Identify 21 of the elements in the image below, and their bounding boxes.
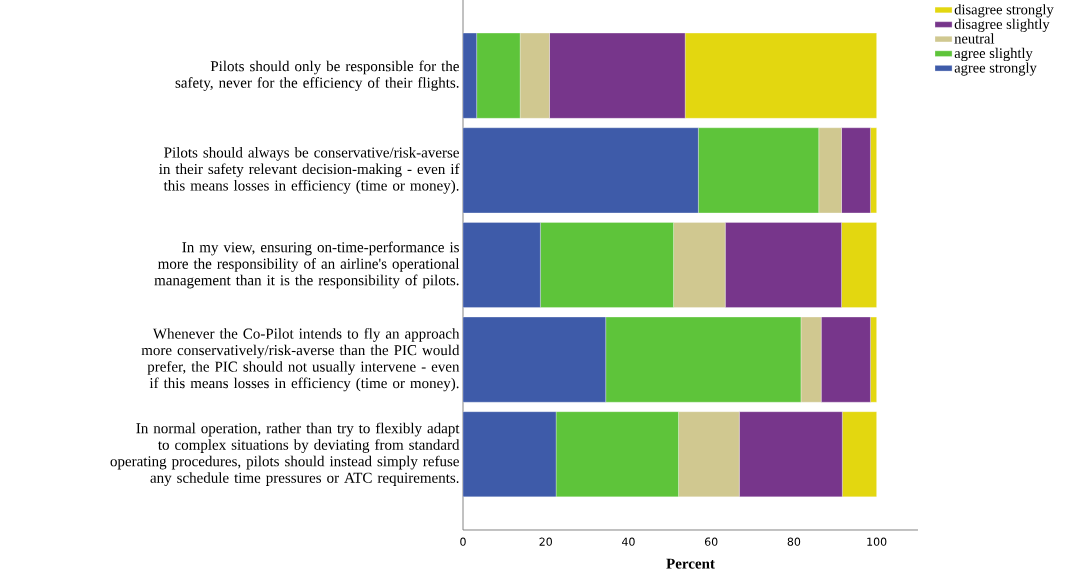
y-tick-label: Pilots should only be responsible for the safety, never for the efficiency of their flights.: [175, 60, 459, 91]
x-tick-label: 0: [460, 537, 466, 546]
y-tick-label: Pilots should always be conservative/risk-averse in their safety relevant decision-making - even if this means losses in efficiency (time or money).: [159, 147, 460, 194]
legend-label: agree strongly: [954, 62, 1037, 76]
legend-label: neutral: [954, 33, 995, 44]
x-tick-label: 60: [704, 537, 718, 546]
legend-label: disagree slightly: [954, 18, 1050, 32]
legend-label: disagree strongly: [954, 4, 1054, 18]
bar: [463, 127, 699, 214]
bar: [463, 411, 557, 498]
y-tick-label: Whenever the Co-Pilot intends to fly an approach more conservatively/risk-averse than the PIC would prefer, the PIC should not usually intervene - even if this means losses in efficiency (time or money).: [141, 328, 460, 392]
bar: [463, 316, 606, 403]
bar: [463, 222, 541, 308]
x-tick-label: 40: [621, 537, 635, 546]
x-tick-label: 100: [867, 537, 887, 546]
y-tick-label: In my view, ensuring on-time-performance is more the responsibility of an airline's operational management than it is the responsibility of pilots.: [154, 241, 460, 289]
x-axis-title: Percent: [666, 558, 715, 569]
legend-label: agree slightly: [954, 47, 1033, 62]
x-tick-label: 80: [787, 537, 801, 546]
y-tick-label: In normal operation, rather than try to flexibly adapt to complex situations by deviating from standard operating procedures, pilots should instead simply refuse any schedule time pressures or ATC requirements.: [110, 422, 460, 486]
x-tick-label: 20: [539, 537, 552, 546]
